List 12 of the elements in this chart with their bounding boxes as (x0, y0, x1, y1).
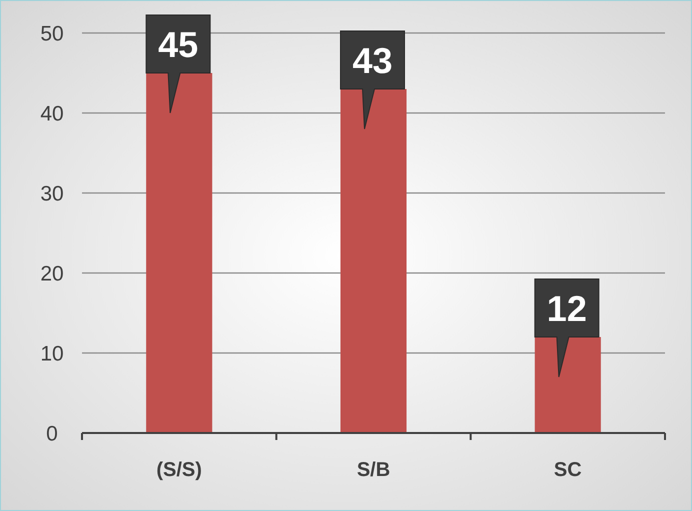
y-tick-label: 10 (40, 342, 64, 366)
data-label: 12 (546, 288, 587, 329)
data-label: 45 (158, 24, 198, 65)
x-tick-label: S/B (356, 459, 390, 481)
data-label: 43 (352, 40, 393, 81)
y-tick-label: 0 (46, 422, 58, 446)
y-tick-label: 30 (40, 182, 64, 206)
y-tick-label: 20 (40, 262, 64, 286)
x-tick-label: SC (554, 459, 582, 481)
y-tick-label: 40 (40, 102, 64, 126)
y-tick-label: 50 (40, 22, 64, 46)
x-tick-label: (S/S) (156, 459, 202, 481)
